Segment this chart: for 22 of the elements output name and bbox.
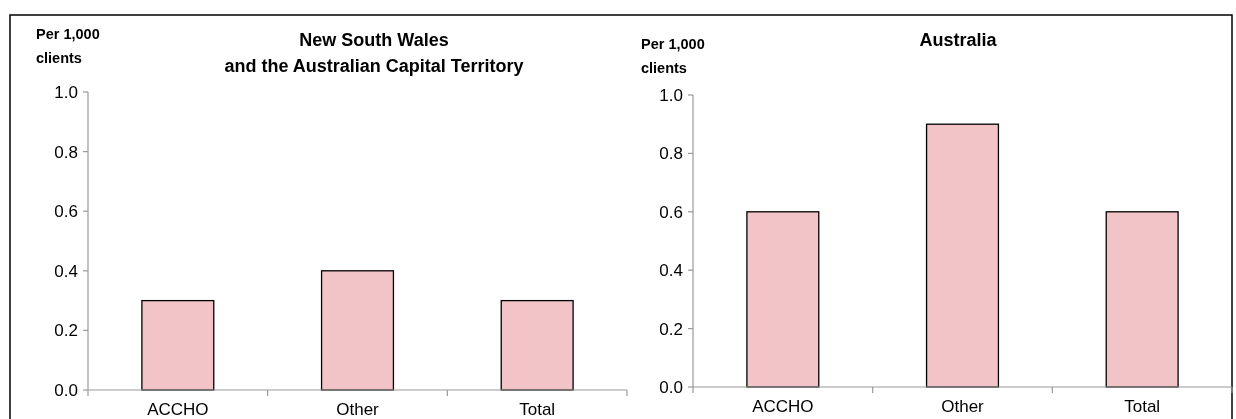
y-tick-label: 1.0 <box>659 85 683 105</box>
chart-title: New South Wales and the Australian Capital Territory <box>224 30 524 76</box>
y-tick-label: 0.0 <box>54 380 78 400</box>
y-tick-label: 0.8 <box>54 142 78 162</box>
x-tick-label: ACCHO <box>147 400 209 419</box>
y-tick-label: 0.0 <box>659 377 683 397</box>
y-tick-label: 0.4 <box>54 261 78 281</box>
y-axis-title: Per 1,000 clients <box>641 36 705 76</box>
y-tick-label: 1.0 <box>54 82 78 102</box>
x-tick-label: Other <box>941 397 985 416</box>
chart-title: Australia <box>919 30 998 50</box>
y-tick-label: 0.2 <box>659 319 683 339</box>
y-tick-label: 0.6 <box>54 202 78 222</box>
y-axis-title: Per 1,000 clients <box>36 26 100 66</box>
y-tick-label: 0.2 <box>54 321 78 341</box>
y-tick-label: 0.8 <box>659 144 683 164</box>
x-tick-label: Total <box>1124 397 1161 416</box>
x-tick-label: ACCHO <box>752 397 814 416</box>
y-tick-label: 0.4 <box>659 261 683 281</box>
x-tick-label: Other <box>336 400 380 419</box>
x-tick-label: Total <box>519 400 556 419</box>
y-tick-label: 0.6 <box>659 202 683 222</box>
